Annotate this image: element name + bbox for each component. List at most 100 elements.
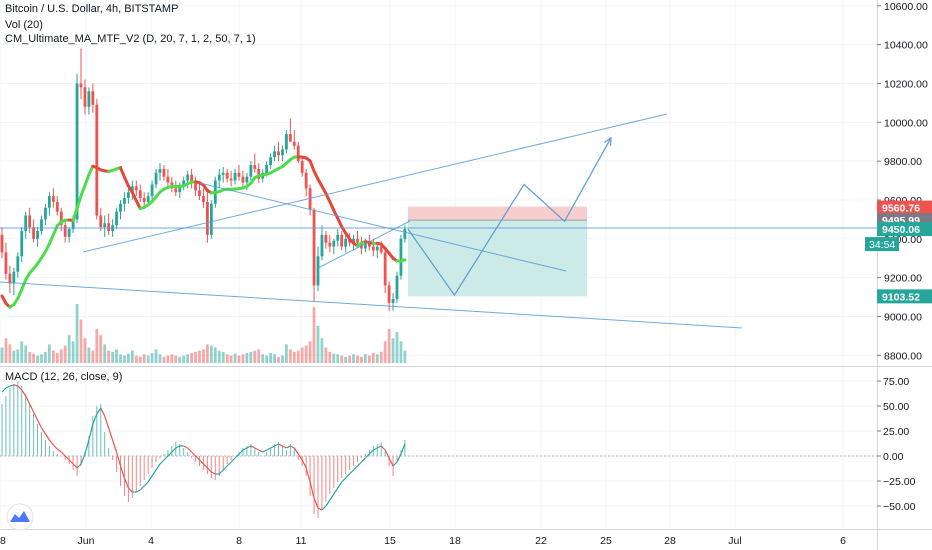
time-axis-label: 15 [384,535,396,547]
volume-bar [356,355,359,363]
time-axis-label: Jul [728,535,741,547]
macd-line-segment [92,413,98,425]
moving-average-line [0,155,407,309]
macd-line-segment [119,465,126,479]
candle-body [194,182,197,191]
volume-bar [146,355,150,363]
macd-line-segment [222,465,228,471]
candle-body [352,238,355,243]
macd-line-segment [155,463,161,471]
macd-line-segment [278,443,283,447]
price-label-text: 9103.52 [882,291,920,303]
candle-body [344,238,348,247]
projected-path-arrow-icon [604,136,612,146]
volume-bar [166,355,170,363]
time-axis-label: 6 [840,535,846,547]
macd-line-segment [5,385,11,389]
volume-bar [91,350,95,363]
candle-body [379,246,383,253]
tradingview-logo-icon[interactable] [5,503,35,531]
candle-body [123,198,126,204]
price-label-badge [877,289,932,304]
macd-axis-label: −25.00 [883,476,916,488]
volume-bar [130,350,134,363]
candle-body [375,246,379,251]
macd-line-segment [40,427,46,435]
volume-bar [348,355,351,363]
price-axis-label: 10400.00 [884,40,928,52]
candle-body [371,246,375,251]
moving-average-segment [336,216,344,229]
macd-line-segment [37,419,43,429]
volume-bar [79,319,83,363]
macd-line-segment [337,481,343,489]
volume-bar [304,345,308,363]
moving-average-segment [308,159,316,173]
macd-line-segment [72,463,78,469]
candle-body [233,172,237,181]
macd-line-segment [262,449,267,453]
volume-indicator-label[interactable]: Vol (20) [5,19,43,31]
moving-average-segment [51,224,59,237]
candle-body [190,174,193,183]
macd-axis-label: −50.00 [883,501,916,513]
countdown-text: 34:54 [869,239,895,251]
volume-bar [134,355,138,363]
price-label-badge [877,200,932,215]
price-label-badge [877,222,932,237]
chart-title[interactable]: Bitcoin / U.S. Dollar, 4h, BITSTAMP [5,3,179,15]
candle-body [127,192,130,199]
macd-line-segment [127,487,133,493]
candle-body [269,157,272,166]
volume-bar [387,328,391,363]
macd-line-segment [167,451,173,457]
macd-line-segment [368,449,374,455]
macd-line-segment [270,445,275,449]
moving-average-segment [130,191,138,203]
price-axis-label: 8800.00 [884,350,922,362]
candle-body [340,234,344,247]
macd-axis-label: 0.00 [883,451,904,463]
macd-line-segment [364,453,370,459]
volume-bar [111,351,114,363]
volume-bar [8,344,12,363]
macd-line-segment [112,439,118,453]
macd-line-segment [21,389,27,397]
candle-body [237,172,241,177]
ma-indicator-label[interactable]: CM_Ultimate_MA_MTF_V2 (D, 20, 7, 1, 2, 5… [5,33,256,45]
time-axis-label: 11 [296,535,307,547]
trend-line [317,220,411,269]
volume-bar [241,354,245,363]
macd-indicator-label[interactable]: MACD (12, 26, close, 9) [5,371,123,383]
macd-line-segment [96,407,102,415]
macd-line-segment [100,407,106,417]
macd-line-segment [301,459,307,469]
volume-bar [340,355,344,363]
candle-body [300,161,304,173]
macd-line-segment [376,445,382,449]
volume-bar [316,325,320,363]
macd-line-segment [1,387,7,393]
volume-bar [257,349,261,363]
volume-bars [0,304,407,363]
volume-bar [403,350,407,363]
volume-bar [103,344,107,363]
macd-line-segment [309,481,315,499]
time-axis-label: 18 [449,535,461,547]
macd-line-segment [199,459,204,465]
candle-body [364,242,367,249]
macd-line-segment [329,493,335,501]
candle-body [24,215,28,232]
macd-line-segment [313,497,319,509]
candle-body [241,176,245,183]
candle-body [107,223,111,232]
time-axis: 8 Jun 4 8 11 15 18 22 25 28 Jul 6 [0,535,846,547]
volume-bar [261,354,265,363]
time-axis-label: 28 [664,535,676,547]
volume-bar [245,353,249,363]
price-axis-label: 10200.00 [884,78,928,90]
volume-bar [67,335,71,363]
macd-line-segment [29,403,35,413]
